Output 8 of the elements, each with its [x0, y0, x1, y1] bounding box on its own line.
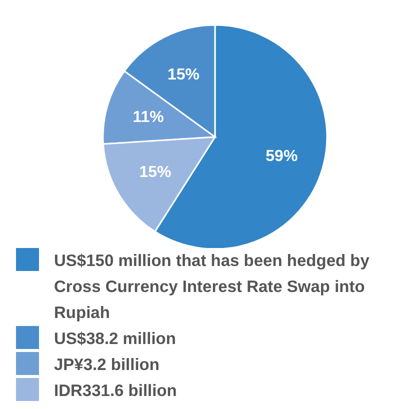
legend-label: US$150 million that has been hedged by Cross Currency Interest Rate Swap into Rupiah — [54, 251, 370, 324]
data-label: 11% — [132, 109, 164, 126]
data-label: 15% — [167, 66, 200, 84]
data-label: 15% — [139, 164, 172, 181]
legend-label: JP¥3.2 billion — [54, 355, 160, 376]
legend-label: US$38.2 million — [54, 329, 177, 350]
legend-label: IDR331.6 billion — [54, 381, 178, 402]
data-label: 59% — [266, 148, 298, 165]
